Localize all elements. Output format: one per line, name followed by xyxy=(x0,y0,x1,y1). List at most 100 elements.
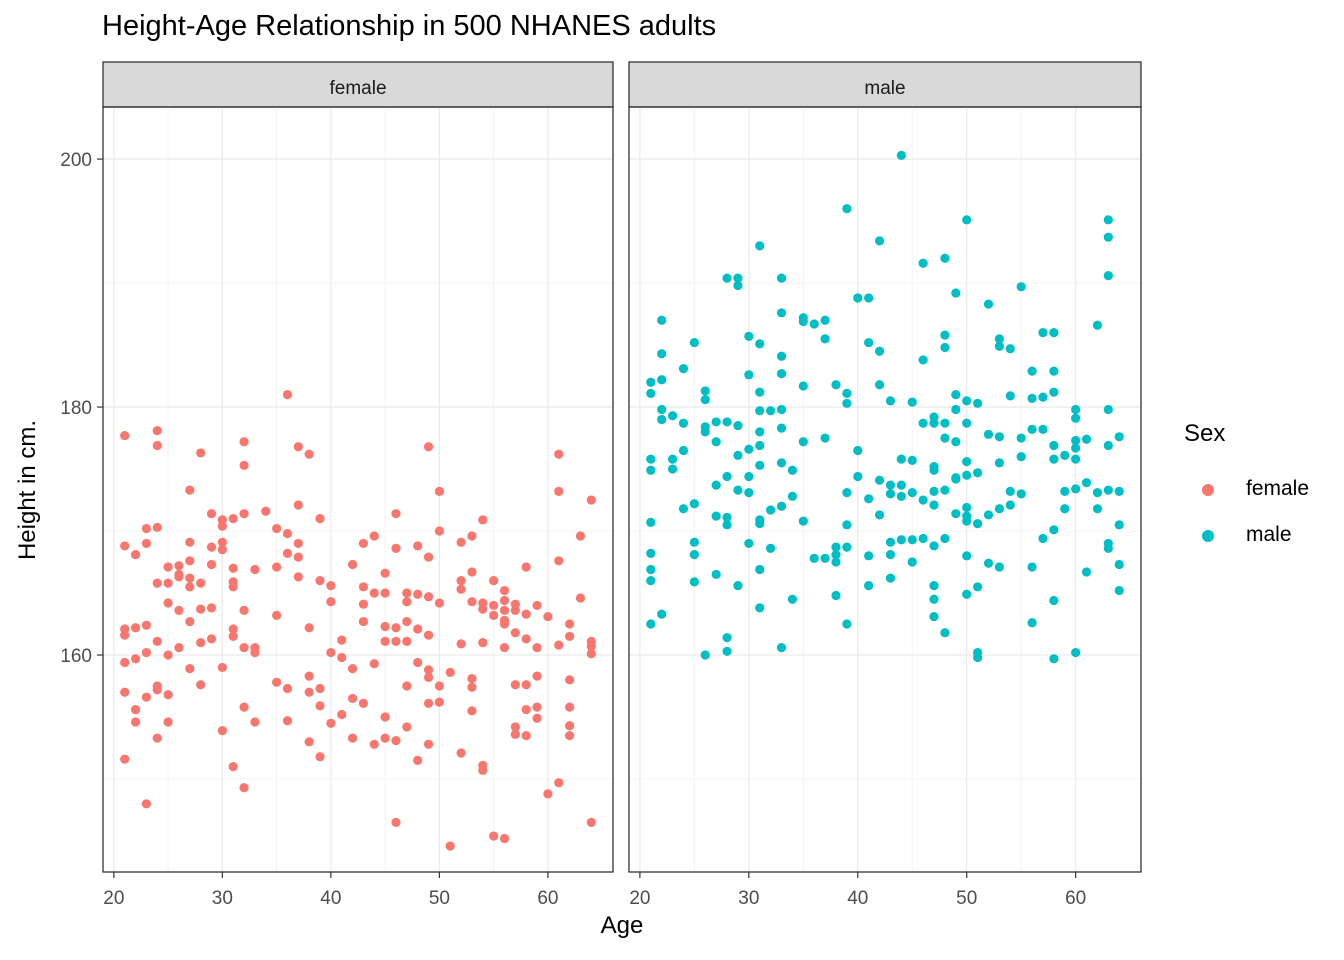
point-female xyxy=(423,698,434,708)
point-female xyxy=(564,675,575,685)
point-male xyxy=(1081,434,1092,444)
point-male xyxy=(809,319,819,329)
point-male xyxy=(657,414,667,425)
point-female xyxy=(456,639,466,649)
point-female xyxy=(564,731,575,741)
point-female xyxy=(456,537,466,547)
point-female xyxy=(185,582,195,592)
point-male xyxy=(1049,454,1059,464)
point-male xyxy=(755,339,765,349)
point-female xyxy=(293,572,303,582)
point-male xyxy=(1103,485,1113,495)
point-female xyxy=(467,531,477,541)
point-female xyxy=(293,552,303,562)
point-female xyxy=(423,665,434,675)
point-male xyxy=(733,450,743,461)
point-male xyxy=(918,495,928,505)
point-female xyxy=(185,573,195,583)
point-female xyxy=(358,582,369,592)
point-female xyxy=(130,549,141,560)
point-female xyxy=(185,537,195,547)
point-female xyxy=(206,542,217,552)
point-male xyxy=(711,437,721,447)
point-male xyxy=(1071,443,1081,453)
facet-strip-male xyxy=(628,61,1142,108)
point-male xyxy=(689,499,699,509)
point-male xyxy=(972,582,983,592)
point-male xyxy=(874,510,885,520)
point-female xyxy=(445,841,455,851)
point-female xyxy=(315,683,325,694)
x-tick-label: 30 xyxy=(738,888,759,909)
point-male xyxy=(755,603,765,613)
legend-key-female xyxy=(1202,484,1214,496)
point-male xyxy=(1092,320,1103,330)
point-male xyxy=(1114,585,1124,596)
point-female xyxy=(413,624,423,634)
x-tick-label: 60 xyxy=(537,888,558,909)
point-male xyxy=(940,330,950,340)
point-female xyxy=(402,636,412,646)
point-female xyxy=(347,693,358,704)
point-female xyxy=(120,754,130,764)
point-female xyxy=(185,485,195,495)
point-male xyxy=(744,538,754,549)
point-male xyxy=(874,475,885,485)
point-male xyxy=(755,460,765,470)
point-female xyxy=(554,640,564,650)
point-female xyxy=(564,631,575,642)
point-male xyxy=(962,589,972,599)
point-male xyxy=(667,454,678,464)
point-female xyxy=(467,567,477,577)
point-female xyxy=(130,704,141,715)
point-female xyxy=(499,642,510,653)
point-male xyxy=(689,549,699,560)
point-male xyxy=(1049,525,1059,535)
point-male xyxy=(766,543,776,553)
point-male xyxy=(972,652,983,663)
point-male xyxy=(907,535,917,545)
point-male xyxy=(896,535,906,545)
point-male xyxy=(1103,543,1113,553)
point-male xyxy=(711,569,721,580)
point-male xyxy=(1049,387,1059,397)
point-male xyxy=(700,386,710,396)
point-male xyxy=(1049,366,1059,376)
point-male xyxy=(1071,484,1081,494)
point-female xyxy=(326,718,336,728)
point-male xyxy=(820,315,830,325)
point-male xyxy=(1005,344,1015,354)
point-female xyxy=(163,690,173,700)
point-male xyxy=(798,381,808,391)
point-female xyxy=(510,729,520,739)
point-male xyxy=(940,485,950,495)
point-male xyxy=(689,537,699,547)
point-female xyxy=(413,755,423,766)
point-female xyxy=(196,638,206,648)
point-female xyxy=(543,611,553,622)
point-male xyxy=(1103,440,1113,451)
point-male xyxy=(929,418,939,428)
point-female xyxy=(315,576,325,586)
x-tick-label: 30 xyxy=(212,888,233,909)
point-male xyxy=(1016,489,1026,499)
point-female xyxy=(250,647,260,658)
point-female xyxy=(586,495,596,505)
point-male xyxy=(1092,504,1103,514)
point-male xyxy=(885,489,896,499)
point-male xyxy=(962,551,972,561)
legend-item-male: male xyxy=(1168,521,1338,551)
point-male xyxy=(842,487,852,498)
point-male xyxy=(842,204,852,214)
point-male xyxy=(776,423,787,433)
point-female xyxy=(402,616,412,627)
point-female xyxy=(152,685,162,695)
point-male xyxy=(907,557,917,567)
point-male xyxy=(667,464,678,474)
y-tick-label: 180 xyxy=(60,398,92,419)
point-female xyxy=(337,635,347,645)
point-male xyxy=(831,549,841,560)
point-male xyxy=(1049,440,1059,451)
point-male xyxy=(874,346,885,356)
point-female xyxy=(369,531,379,541)
